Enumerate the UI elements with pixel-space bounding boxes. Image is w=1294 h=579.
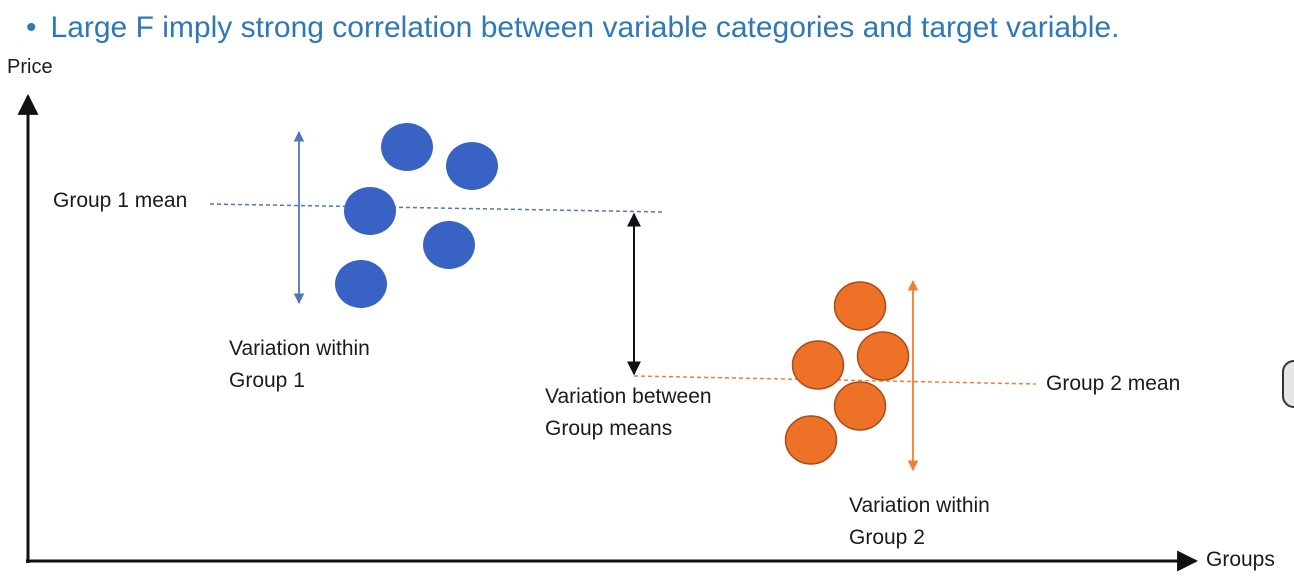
group1-point <box>381 123 433 171</box>
group1-point <box>423 221 475 269</box>
heading-text: Large F imply strong correlation between… <box>50 11 1120 44</box>
variation-between-label: Variation between Group means <box>545 385 712 440</box>
group1-point <box>335 260 387 308</box>
group1-mean-label: Group 1 mean <box>53 189 188 212</box>
bullet-icon: • <box>26 11 37 44</box>
variation-within-group2-label: Variation within Group 2 <box>849 494 990 549</box>
group2-point <box>856 331 910 381</box>
group1-mean-line <box>209 203 665 213</box>
circle-toggle-icon[interactable] <box>1282 360 1294 408</box>
group2-point <box>833 281 887 331</box>
x-axis-label: Groups <box>1206 548 1275 571</box>
group1-point <box>446 142 498 190</box>
group2-mean-label: Group 2 mean <box>1046 372 1181 395</box>
group2-point <box>784 415 838 465</box>
variation-within-group1-label: Variation within Group 1 <box>229 337 370 392</box>
group2-point <box>833 381 887 431</box>
y-axis-label: Price <box>7 56 53 78</box>
group2-point <box>791 340 845 390</box>
heading: • Large F imply strong correlation betwe… <box>26 8 1119 48</box>
group1-point <box>344 187 396 235</box>
